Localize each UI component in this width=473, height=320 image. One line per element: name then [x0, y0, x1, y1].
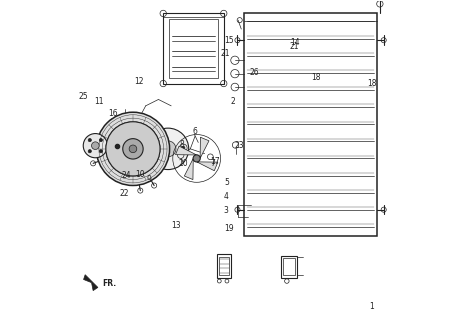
Circle shape — [147, 128, 189, 170]
Polygon shape — [84, 275, 98, 291]
Text: 21: 21 — [220, 49, 230, 58]
Bar — [281, 256, 297, 278]
Circle shape — [140, 170, 143, 172]
Text: 7: 7 — [210, 159, 215, 168]
Text: 13: 13 — [171, 221, 181, 230]
Text: 5: 5 — [224, 178, 229, 187]
Circle shape — [123, 139, 143, 159]
Circle shape — [88, 150, 91, 153]
Text: 25: 25 — [79, 92, 88, 101]
Text: 6: 6 — [192, 127, 197, 136]
Text: 9: 9 — [146, 175, 151, 184]
Circle shape — [106, 122, 160, 176]
Text: 1: 1 — [369, 302, 374, 311]
Bar — [245, 13, 377, 236]
Text: 21: 21 — [289, 42, 298, 52]
Text: 22: 22 — [120, 189, 129, 198]
Polygon shape — [200, 137, 209, 158]
Text: 16: 16 — [108, 109, 118, 118]
Text: 17: 17 — [210, 157, 219, 166]
Text: 11: 11 — [94, 97, 103, 106]
Circle shape — [182, 146, 185, 149]
Text: 14: 14 — [290, 38, 300, 47]
Bar — [169, 19, 218, 78]
Text: 19: 19 — [224, 224, 234, 233]
Text: 8: 8 — [180, 140, 185, 148]
Text: 2: 2 — [230, 97, 235, 106]
Circle shape — [96, 112, 170, 186]
Circle shape — [99, 150, 103, 153]
Circle shape — [88, 139, 91, 142]
Polygon shape — [184, 159, 193, 180]
Bar — [219, 257, 229, 275]
Text: 24: 24 — [122, 172, 131, 180]
Text: 18: 18 — [367, 79, 377, 88]
Circle shape — [149, 173, 151, 176]
Circle shape — [83, 133, 107, 158]
Bar — [163, 13, 224, 84]
Text: 12: 12 — [135, 77, 144, 86]
Text: 26: 26 — [249, 68, 259, 77]
Bar — [218, 254, 231, 278]
Circle shape — [193, 155, 200, 162]
Text: 3: 3 — [224, 206, 229, 215]
Text: 23: 23 — [235, 141, 245, 150]
Circle shape — [129, 145, 137, 153]
Circle shape — [92, 142, 99, 149]
Polygon shape — [175, 146, 196, 155]
Circle shape — [128, 173, 130, 175]
Text: FR.: FR. — [103, 279, 117, 288]
Text: 4: 4 — [224, 192, 229, 201]
Polygon shape — [197, 162, 218, 171]
Circle shape — [99, 139, 103, 142]
Text: 10: 10 — [135, 170, 144, 179]
Circle shape — [160, 141, 176, 157]
Text: 20: 20 — [178, 159, 188, 168]
Bar — [283, 258, 296, 275]
Text: 18: 18 — [311, 73, 321, 82]
Text: 15: 15 — [224, 36, 233, 45]
